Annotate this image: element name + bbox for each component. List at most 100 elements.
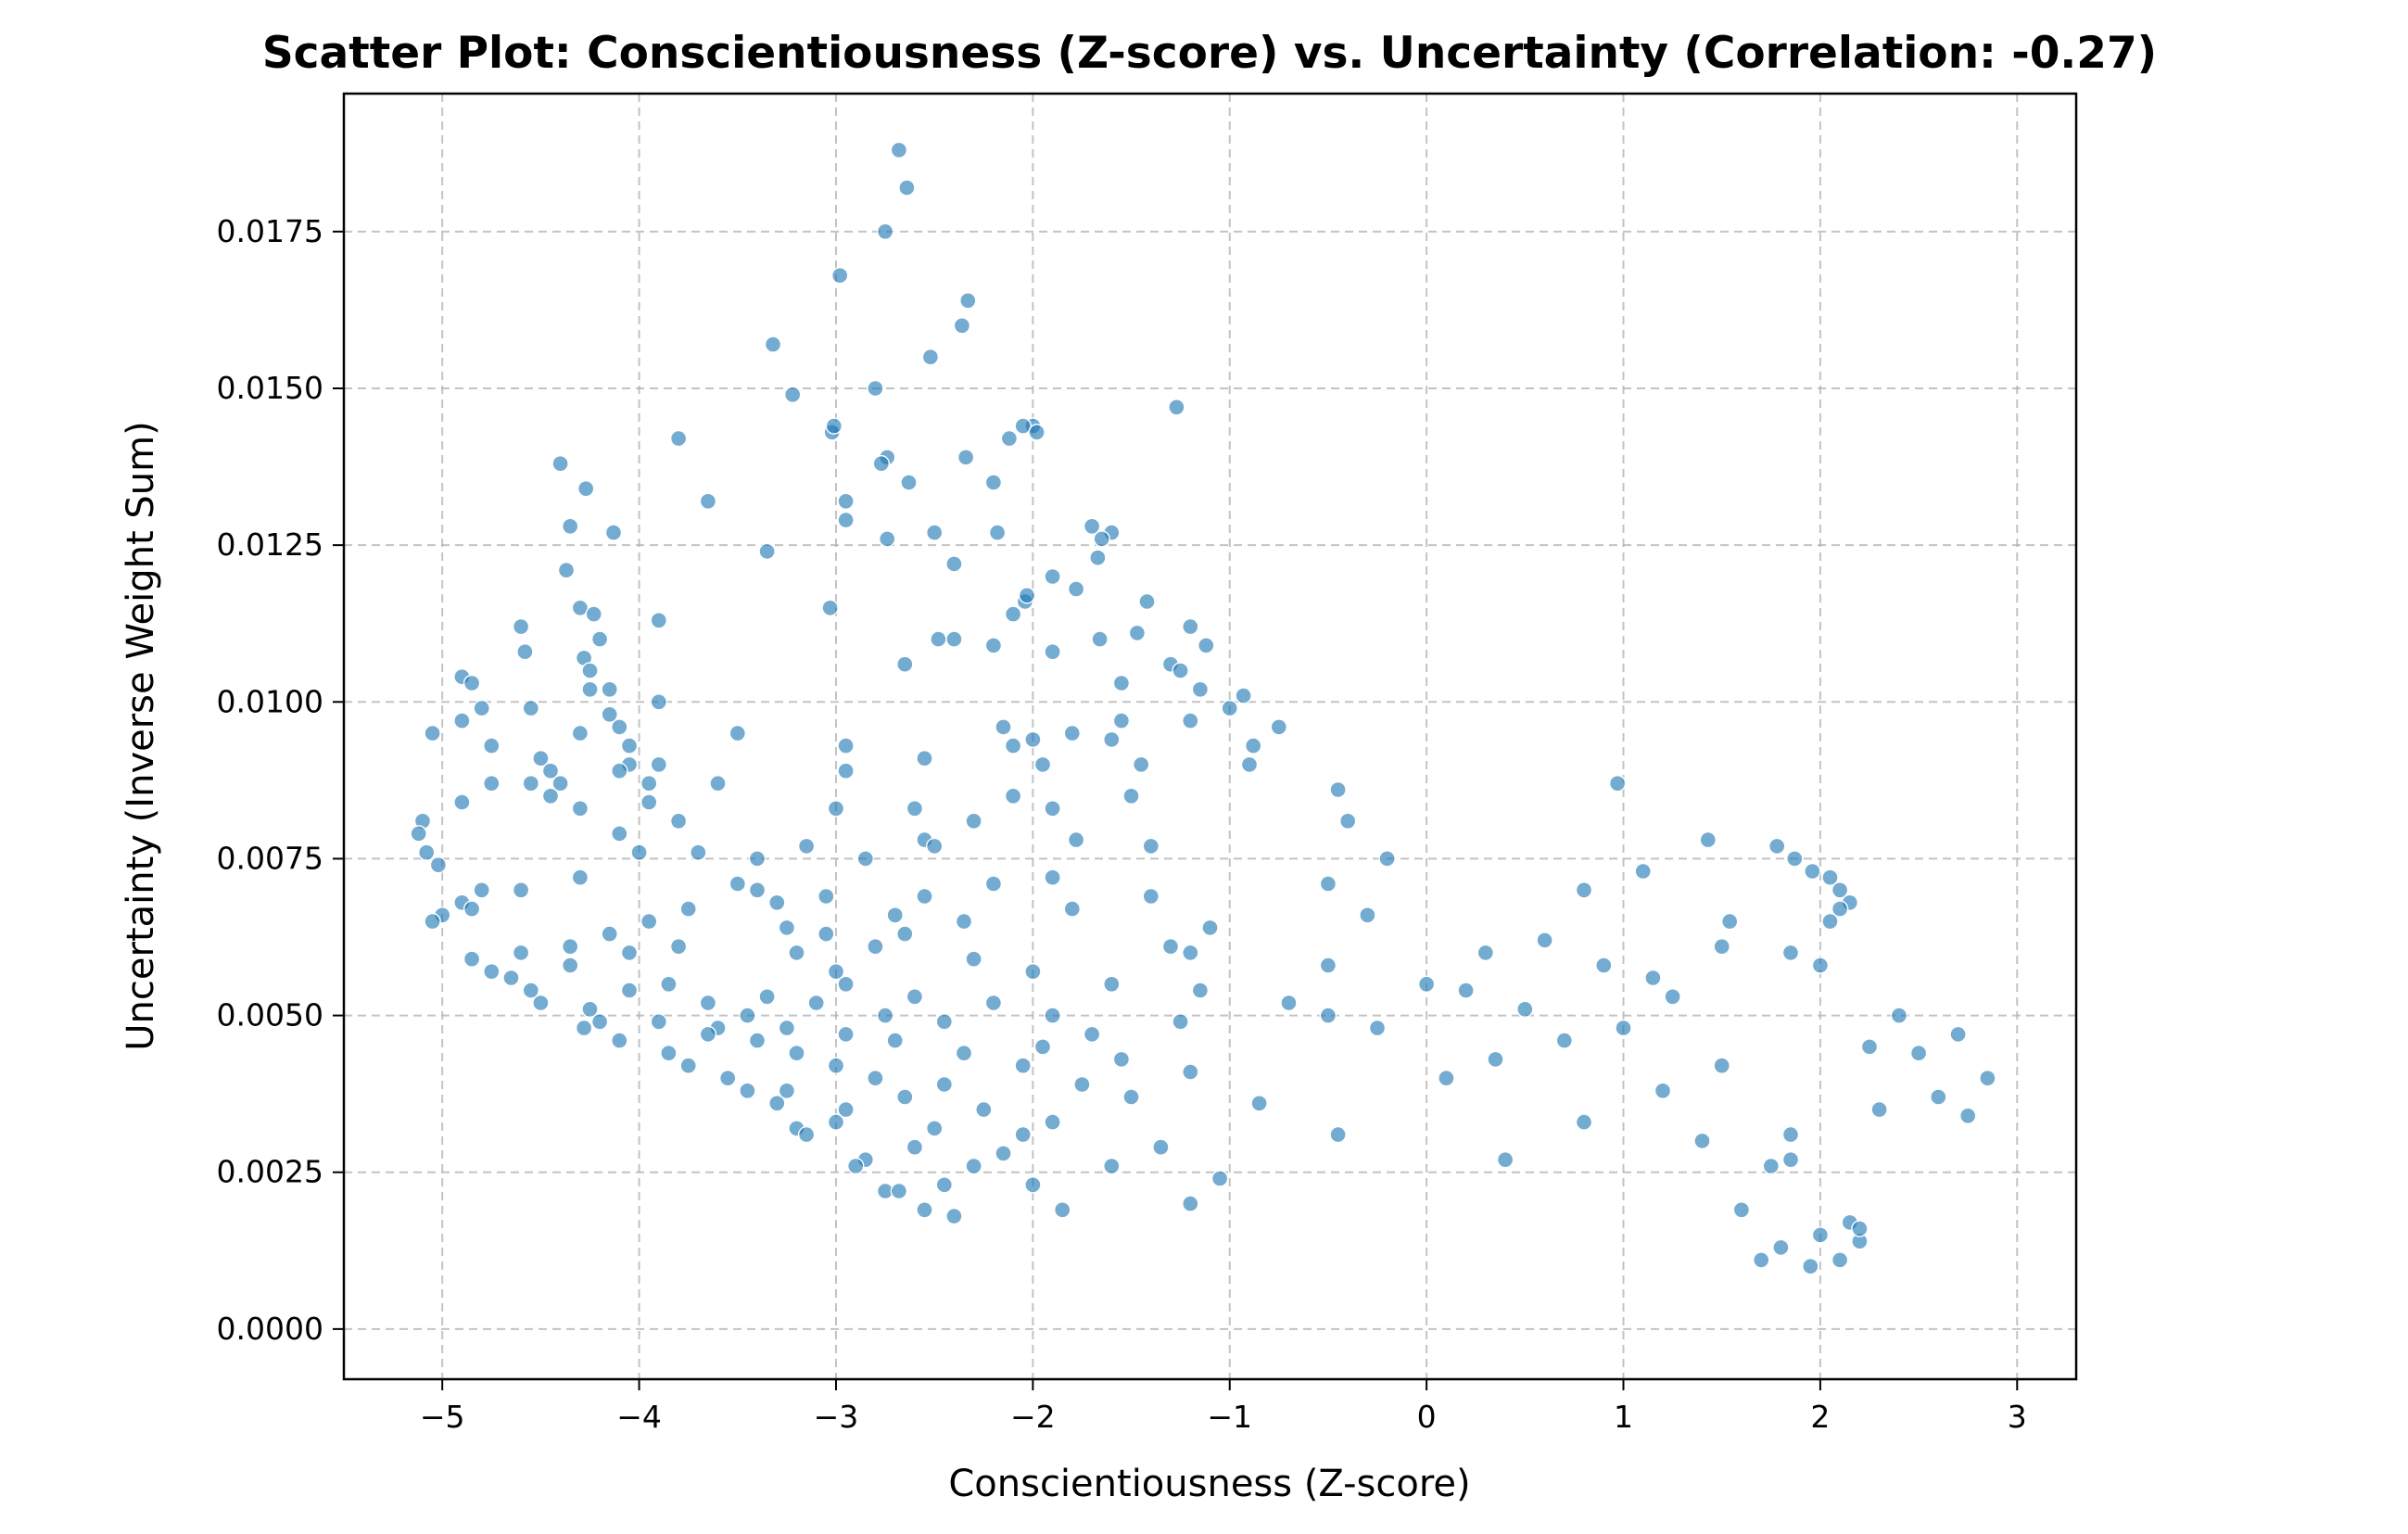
scatter-point xyxy=(512,944,530,962)
scatter-point xyxy=(1044,643,1061,661)
scatter-point xyxy=(660,975,678,994)
scatter-point xyxy=(1752,1251,1770,1269)
y-axis-ticks: 0.0000 0.0025 0.0050 0.0075 0.0100 0.0125 0.01… xyxy=(217,213,344,1347)
scatter-point xyxy=(522,982,539,999)
scatter-point xyxy=(424,912,441,931)
scatter-point xyxy=(1063,900,1082,918)
scatter-point xyxy=(739,1007,756,1024)
scatter-point xyxy=(1244,737,1262,754)
scatter-point xyxy=(571,800,589,818)
scatter-point xyxy=(926,524,944,541)
scatter-point xyxy=(1044,1007,1061,1024)
scatter-point xyxy=(620,737,639,754)
scatter-point xyxy=(896,655,914,673)
scatter-point xyxy=(896,1088,914,1106)
scatter-point xyxy=(1093,530,1110,548)
scatter-point xyxy=(571,724,589,742)
scatter-point xyxy=(837,975,855,994)
scatter-point xyxy=(1804,862,1821,881)
scatter-point xyxy=(1024,1176,1042,1194)
scatter-point xyxy=(1496,1150,1515,1169)
scatter-point xyxy=(906,988,924,1006)
scatter-point xyxy=(837,1100,855,1119)
y-tick-label: 0.0100 xyxy=(217,683,323,719)
scatter-point xyxy=(872,455,890,473)
scatter-point xyxy=(1089,549,1107,566)
scatter-point xyxy=(1457,982,1475,999)
scatter-point xyxy=(522,775,539,792)
scatter-point xyxy=(1014,1125,1032,1144)
scatter-point xyxy=(1172,1013,1189,1031)
scatter-point xyxy=(699,994,717,1012)
scatter-point xyxy=(1870,1100,1888,1119)
scatter-point xyxy=(778,1019,796,1037)
scatter-point xyxy=(1182,712,1199,729)
scatter-point xyxy=(916,887,933,906)
scatter-point xyxy=(463,674,481,692)
scatter-point xyxy=(590,630,609,648)
scatter-point xyxy=(1168,399,1185,416)
scatter-point xyxy=(1250,1095,1268,1112)
scatter-point xyxy=(748,881,767,899)
scatter-point xyxy=(930,630,947,648)
scatter-point xyxy=(1201,919,1219,937)
scatter-point xyxy=(1438,1069,1455,1087)
scatter-point xyxy=(748,1032,767,1049)
scatter-point xyxy=(988,524,1007,541)
scatter-point xyxy=(817,887,835,906)
scatter-point xyxy=(473,699,490,717)
scatter-point xyxy=(611,1032,628,1049)
scatter-point xyxy=(1103,975,1121,994)
scatter-point xyxy=(921,349,940,366)
scatter-point xyxy=(729,875,746,893)
scatter-point xyxy=(1319,1007,1337,1024)
scatter-point xyxy=(945,630,963,648)
scatter-point xyxy=(604,524,623,541)
x-tick-label: −5 xyxy=(420,1399,465,1435)
x-axis-ticks: −5 −4 −3 −2 −1 0 1 2 3 xyxy=(420,1379,2027,1435)
scatter-point xyxy=(1182,1063,1199,1081)
scatter-point xyxy=(778,1082,796,1100)
scatter-point xyxy=(650,1013,667,1031)
scatter-point xyxy=(1890,1007,1908,1024)
scatter-point xyxy=(1664,988,1681,1006)
scatter-point xyxy=(935,1013,953,1031)
scatter-point xyxy=(1004,787,1022,805)
scatter-point xyxy=(906,1138,924,1156)
scatter-point xyxy=(1831,881,1849,899)
scatter-point xyxy=(896,925,914,943)
scatter-point xyxy=(601,925,618,943)
scatter-point xyxy=(1699,830,1717,849)
scatter-point xyxy=(541,762,560,780)
scatter-point xyxy=(1132,755,1150,774)
scatter-point xyxy=(669,429,688,448)
scatter-point xyxy=(1802,1257,1819,1275)
scatter-point xyxy=(650,755,667,774)
scatter-point xyxy=(1103,730,1121,749)
scatter-point xyxy=(945,555,963,573)
scatter-point xyxy=(1378,850,1396,868)
scatter-point xyxy=(965,1157,982,1175)
scatter-point xyxy=(611,825,628,843)
scatter-point xyxy=(1240,755,1259,774)
scatter-point xyxy=(1713,1057,1730,1074)
scatter-point xyxy=(1536,932,1553,949)
scatter-point xyxy=(1083,1025,1101,1044)
scatter-point xyxy=(768,894,786,911)
scatter-point xyxy=(690,843,707,861)
x-tick-label: 1 xyxy=(1614,1399,1633,1435)
scatter-point xyxy=(1044,868,1061,886)
scatter-point xyxy=(1329,1125,1347,1144)
scatter-point xyxy=(1516,1000,1534,1019)
scatter-point xyxy=(630,843,648,861)
scatter-point xyxy=(797,837,816,856)
scatter-point xyxy=(807,994,825,1012)
scatter-point xyxy=(984,474,1003,491)
scatter-point xyxy=(758,542,776,561)
scatter-point xyxy=(429,856,448,874)
scatter-point xyxy=(837,762,855,780)
scatter-point xyxy=(1018,587,1036,604)
scatter-point xyxy=(1033,1038,1052,1056)
scatter-point xyxy=(957,449,975,466)
scatter-point xyxy=(935,1176,953,1194)
